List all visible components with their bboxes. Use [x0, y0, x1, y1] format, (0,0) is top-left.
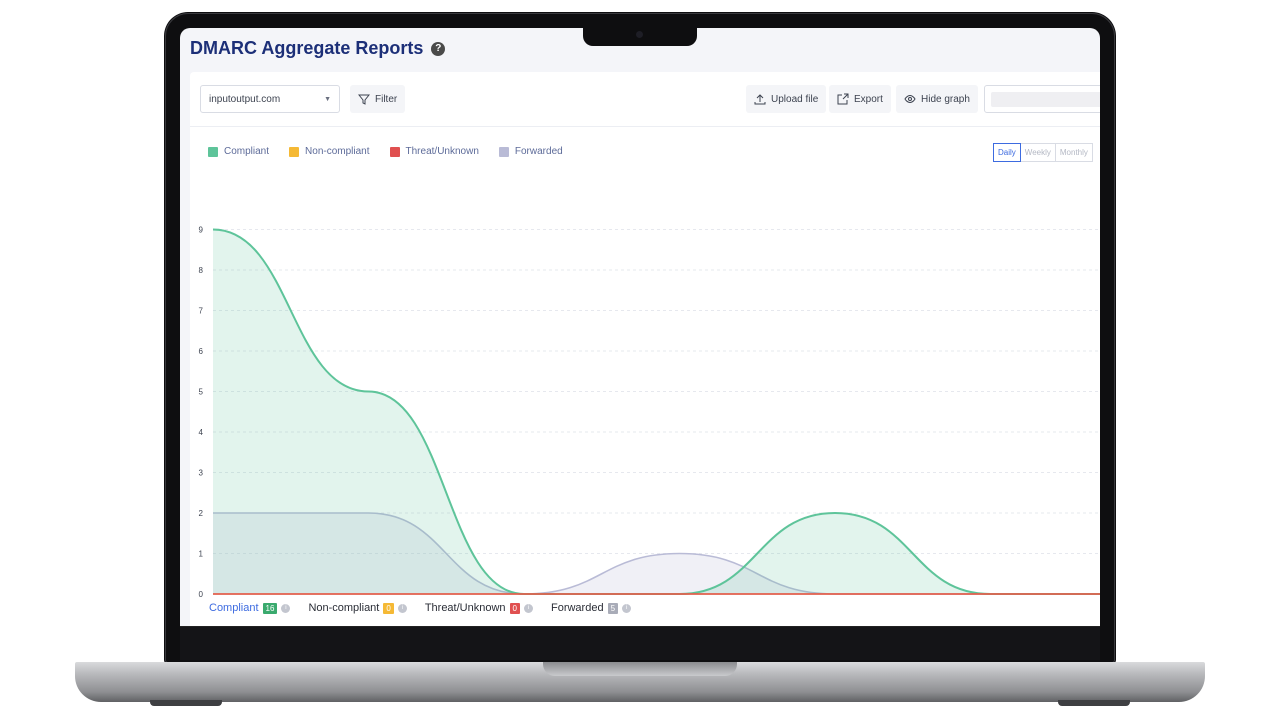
- y-tick-label: 8: [199, 266, 204, 275]
- info-icon[interactable]: i: [523, 603, 533, 613]
- period-weekly-button[interactable]: Weekly: [1020, 143, 1056, 162]
- domain-select-value: inputoutput.com: [209, 93, 281, 105]
- export-label: Export: [854, 93, 883, 105]
- legend-swatch: [389, 146, 400, 157]
- legend-swatch: [289, 146, 300, 157]
- count-badge: 5: [607, 602, 619, 614]
- hide-graph-button[interactable]: Hide graph: [896, 85, 978, 113]
- area-chart: 0123456789May 15May 16May 17May 18May 19…: [199, 226, 1100, 599]
- period-daily-button[interactable]: Daily: [993, 143, 1021, 162]
- hide-graph-label: Hide graph: [921, 93, 970, 105]
- legend-label: Threat/Unknown: [405, 146, 479, 157]
- report-card: inputoutput.com ▼ Filter Upload file Exp…: [190, 72, 1100, 626]
- camera-notch: [583, 24, 697, 46]
- count-badge: 0: [383, 602, 394, 614]
- toolbar: inputoutput.com ▼ Filter Upload file Exp…: [190, 72, 1100, 127]
- count-badge: 0: [509, 602, 520, 614]
- legend-swatch: [208, 146, 218, 157]
- summary-tab-forwarded[interactable]: Forwarded 5 i: [550, 602, 632, 614]
- search-field[interactable]: [984, 85, 1100, 113]
- summary-tab-compliant[interactable]: Compliant 16 i: [209, 602, 291, 614]
- summary-label: Non-compliant: [308, 602, 380, 614]
- legend-swatch: [498, 146, 509, 157]
- export-button[interactable]: Export: [829, 85, 891, 113]
- title-row: DMARC Aggregate Reports ?: [190, 38, 446, 59]
- laptop-foot: [1058, 700, 1130, 706]
- upload-icon: [754, 94, 766, 105]
- period-monthly-button[interactable]: Monthly: [1055, 143, 1093, 162]
- y-tick-label: 3: [199, 469, 204, 478]
- summary-label: Threat/Unknown: [424, 602, 506, 614]
- chart-legend: Compliant Non-compliant Threat/Unknown F…: [208, 146, 563, 157]
- help-icon[interactable]: ?: [431, 41, 446, 56]
- count-badge: 16: [262, 602, 278, 614]
- legend-item-non-compliant[interactable]: Non-compliant: [289, 146, 370, 157]
- search-input[interactable]: [991, 92, 1100, 107]
- legend-item-threat-unknown[interactable]: Threat/Unknown: [389, 146, 479, 157]
- y-tick-label: 7: [199, 307, 204, 316]
- y-tick-label: 6: [199, 347, 204, 356]
- laptop-opening-notch: [543, 662, 737, 676]
- summary-tabs: Compliant 16 i Non-compliant 0 i Threat/…: [209, 602, 632, 614]
- summary-label: Compliant: [209, 602, 259, 614]
- y-tick-label: 0: [199, 590, 204, 599]
- summary-tab-threat-unknown[interactable]: Threat/Unknown 0 i: [425, 602, 533, 614]
- info-icon[interactable]: i: [281, 603, 291, 613]
- summary-tab-non-compliant[interactable]: Non-compliant 0 i: [308, 602, 407, 614]
- series-area: [213, 229, 1100, 594]
- screen-bezel-chin: [180, 626, 1100, 660]
- camera-icon: [636, 31, 643, 38]
- info-icon[interactable]: i: [622, 603, 632, 613]
- y-tick-label: 2: [199, 509, 204, 518]
- legend-label: Non-compliant: [305, 146, 370, 157]
- filter-button[interactable]: Filter: [350, 85, 406, 113]
- eye-icon: [904, 94, 916, 104]
- summary-label: Forwarded: [550, 602, 604, 614]
- legend-item-compliant[interactable]: Compliant: [208, 146, 269, 157]
- upload-file-button[interactable]: Upload file: [746, 85, 827, 113]
- upload-file-label: Upload file: [771, 93, 819, 105]
- chevron-down-icon: ▼: [324, 95, 331, 103]
- page-title: DMARC Aggregate Reports: [190, 38, 424, 58]
- y-tick-label: 1: [199, 550, 204, 559]
- laptop-foot: [150, 700, 222, 706]
- legend-label: Compliant: [224, 146, 270, 157]
- domain-select[interactable]: inputoutput.com ▼: [200, 85, 340, 113]
- app-screen: DMARC Aggregate Reports ? inputoutput.co…: [180, 28, 1100, 626]
- filter-label: Filter: [375, 93, 398, 105]
- info-icon[interactable]: i: [397, 603, 407, 613]
- y-tick-label: 9: [199, 226, 204, 235]
- export-icon: [837, 93, 849, 105]
- period-toggle: Daily Weekly Monthly: [993, 143, 1093, 162]
- y-tick-label: 5: [199, 388, 204, 397]
- series-area: [213, 513, 1100, 594]
- legend-label: Forwarded: [514, 146, 563, 157]
- filter-icon: [358, 94, 370, 105]
- legend-item-forwarded[interactable]: Forwarded: [498, 146, 563, 157]
- y-tick-label: 4: [199, 428, 204, 437]
